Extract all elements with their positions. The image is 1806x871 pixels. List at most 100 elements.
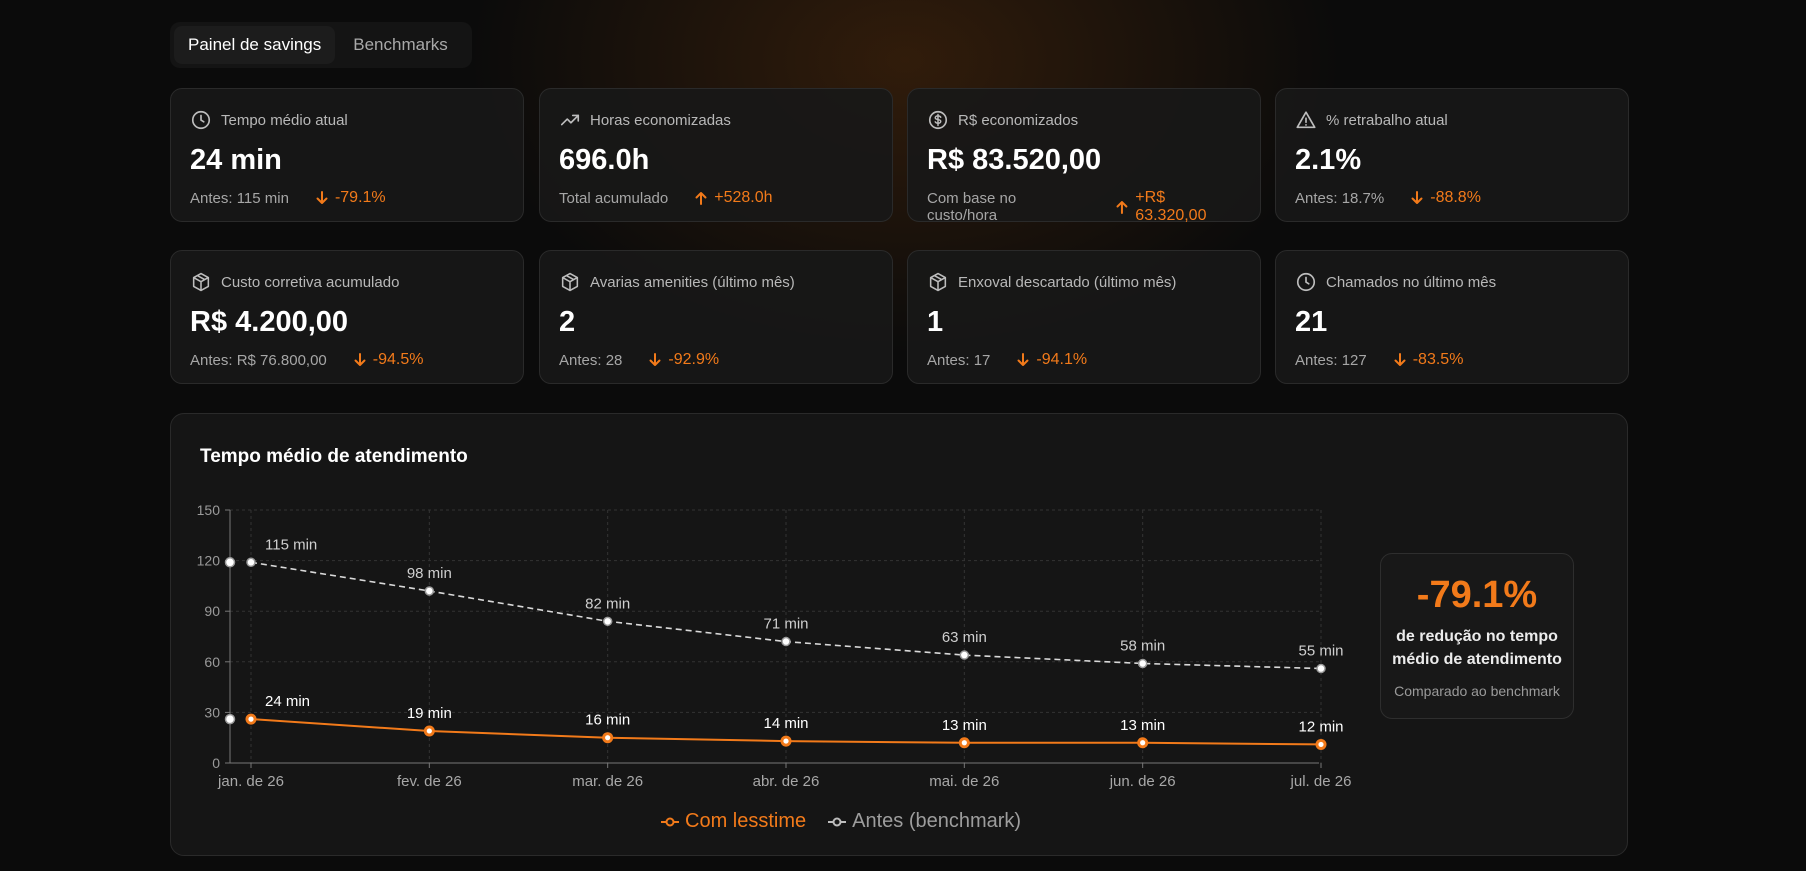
kpi-card-header: Avarias amenities (último mês) (559, 271, 872, 293)
x-tick-label: mar. de 26 (572, 773, 643, 790)
kpi-card-title: Horas economizadas (590, 111, 731, 129)
kpi-card-baseline: Antes: 127 (1295, 351, 1367, 369)
kpi-card: Avarias amenities (último mês) 2 Antes: 28… (539, 250, 893, 384)
data-point-center (783, 738, 789, 744)
data-point (1316, 663, 1326, 674)
kpi-card-title: R$ economizados (958, 111, 1079, 129)
trending-up-icon (560, 114, 580, 126)
arrow-up-icon (1116, 201, 1128, 214)
kpi-card-delta-value: -92.9% (668, 351, 720, 368)
data-point (959, 650, 970, 660)
kpi-card-header: % retrabalho atual (1295, 109, 1608, 131)
kpi-card-header: Tempo médio atual (190, 109, 503, 131)
kpi-card-title: Custo corretiva acumulado (221, 273, 400, 291)
data-label: 55 min (1298, 643, 1343, 660)
kpi-card-delta: -92.9% (648, 351, 719, 369)
kpi-card-footer: Antes: R$ 76.800,00 -94.5% (190, 351, 503, 369)
kpi-card-delta: -94.5% (353, 351, 424, 369)
legend-line-icon (661, 817, 679, 826)
arrow-up-icon (695, 192, 707, 205)
kpi-card-delta-value: -88.8% (1430, 189, 1481, 206)
package-icon (561, 272, 579, 292)
data-point-center (605, 735, 611, 741)
data-point (424, 586, 435, 596)
clock-icon (1296, 272, 1316, 292)
kpi-card-delta: -88.8% (1410, 189, 1481, 207)
reduction-note: Comparado ao benchmark (1394, 683, 1560, 699)
kpi-card-header: Horas economizadas (559, 109, 872, 131)
kpi-card: Tempo médio atual 24 min Antes: 115 min -79… (170, 88, 524, 222)
arrow-down-icon (316, 191, 328, 204)
arrow-down-icon (649, 353, 661, 366)
axis-marker (224, 557, 236, 568)
kpi-card-value: 1 (927, 306, 944, 338)
package-icon (192, 272, 210, 292)
kpi-card-value: R$ 83.520,00 (927, 144, 1102, 176)
kpi-card-value: 2 (559, 306, 576, 338)
kpi-card-title: Avarias amenities (último mês) (590, 273, 795, 291)
kpi-card: % retrabalho atual 2.1% Antes: 18.7% -88.8% (1275, 88, 1629, 222)
data-point-center (426, 728, 432, 734)
kpi-card-delta: -79.1% (315, 189, 386, 207)
data-point-center (1140, 740, 1146, 746)
kpi-card: R$ economizados R$ 83.520,00 Com base no c… (907, 88, 1261, 224)
line-chart: 0 30 60 90 120 150 jan. de 26 fev. de 26 mar. de… (197, 502, 1352, 790)
data-label: 63 min (942, 629, 987, 646)
kpi-card-header: Enxoval descartado (último mês) (927, 271, 1240, 293)
arrow-down-icon (354, 353, 366, 366)
kpi-card-delta-value: -83.5% (1412, 351, 1464, 368)
warning-triangle-icon (1296, 111, 1316, 129)
kpi-card-footer: Antes: 17 -94.1% (927, 351, 1240, 369)
chart-panel: Tempo médio de atendimento 0 30 60 90 120 150… (170, 413, 1628, 856)
kpi-card-baseline: Antes: 18.7% (1295, 189, 1385, 207)
data-label: 82 min (585, 595, 630, 612)
tab-painel-de-savings[interactable]: Painel de savings (174, 26, 336, 64)
kpi-card-baseline: Antes: R$ 76.800,00 (190, 351, 327, 369)
kpi-card-header: Chamados no último mês (1295, 271, 1608, 293)
legend-label: Antes (benchmark) (852, 810, 1022, 832)
y-tick-label: 90 (204, 603, 220, 619)
kpi-card-value: 21 (1295, 306, 1328, 338)
kpi-card-footer: Total acumulado +528.0h (559, 189, 872, 207)
reduction-summary-card: -79.1% de redução no tempo médio de aten… (1380, 553, 1574, 719)
data-point-center (1318, 741, 1324, 748)
x-tick-label: jan. de 26 (217, 773, 284, 790)
reduction-description-line1: de redução no tempo (1396, 628, 1558, 645)
kpi-card-value: 696.0h (559, 144, 650, 176)
x-tick-label: abr. de 26 (753, 773, 820, 790)
kpi-card-baseline: Antes: 28 (559, 351, 623, 369)
kpi-card-header: Custo corretiva acumulado (190, 271, 503, 293)
kpi-card: Horas economizadas 696.0h Total acumulado +… (539, 88, 893, 222)
data-label: 16 min (585, 712, 630, 729)
kpi-card-delta: +528.0h (694, 189, 773, 207)
kpi-card: Chamados no último mês 21 Antes: 127 -83.5% (1275, 250, 1629, 384)
legend-item-com-lesstime[interactable]: Com lesstime (661, 810, 806, 833)
y-tick-label: 120 (197, 553, 221, 569)
kpi-card-baseline: Antes: 115 min (190, 189, 289, 207)
reduction-description-line2: médio de atendimento (1392, 651, 1562, 668)
kpi-card-title: Tempo médio atual (221, 111, 348, 129)
x-tick-label: jun. de 26 (1109, 773, 1176, 790)
data-point-center (248, 716, 254, 722)
data-label: 115 min (265, 536, 317, 553)
x-tick-label: mai. de 26 (929, 773, 999, 790)
data-label: 24 min (265, 693, 310, 710)
reduction-value: -79.1% (1416, 574, 1538, 616)
chart-legend: Com lesstime Antes (benchmark) (661, 810, 1021, 833)
y-tick-label: 0 (212, 755, 220, 771)
data-label: 13 min (1120, 717, 1165, 734)
kpi-card-delta-value: -94.5% (372, 351, 424, 368)
kpi-card-baseline: Com base no custo/hora (927, 190, 1017, 224)
tab-benchmarks[interactable]: Benchmarks (353, 35, 448, 54)
arrow-down-icon (1394, 353, 1406, 366)
legend-item-benchmark[interactable]: Antes (benchmark) (828, 810, 1021, 833)
kpi-card: Enxoval descartado (último mês) 1 Antes: 1… (907, 250, 1261, 384)
data-point (602, 616, 613, 627)
data-label: 71 min (763, 616, 808, 633)
legend-line-icon (828, 817, 847, 826)
kpi-card-delta: -83.5% (1393, 351, 1464, 369)
kpi-card-title: Chamados no último mês (1326, 273, 1497, 291)
x-tick-label: fev. de 26 (397, 773, 462, 790)
legend-label: Com lesstime (685, 810, 807, 832)
package-icon (929, 272, 947, 292)
